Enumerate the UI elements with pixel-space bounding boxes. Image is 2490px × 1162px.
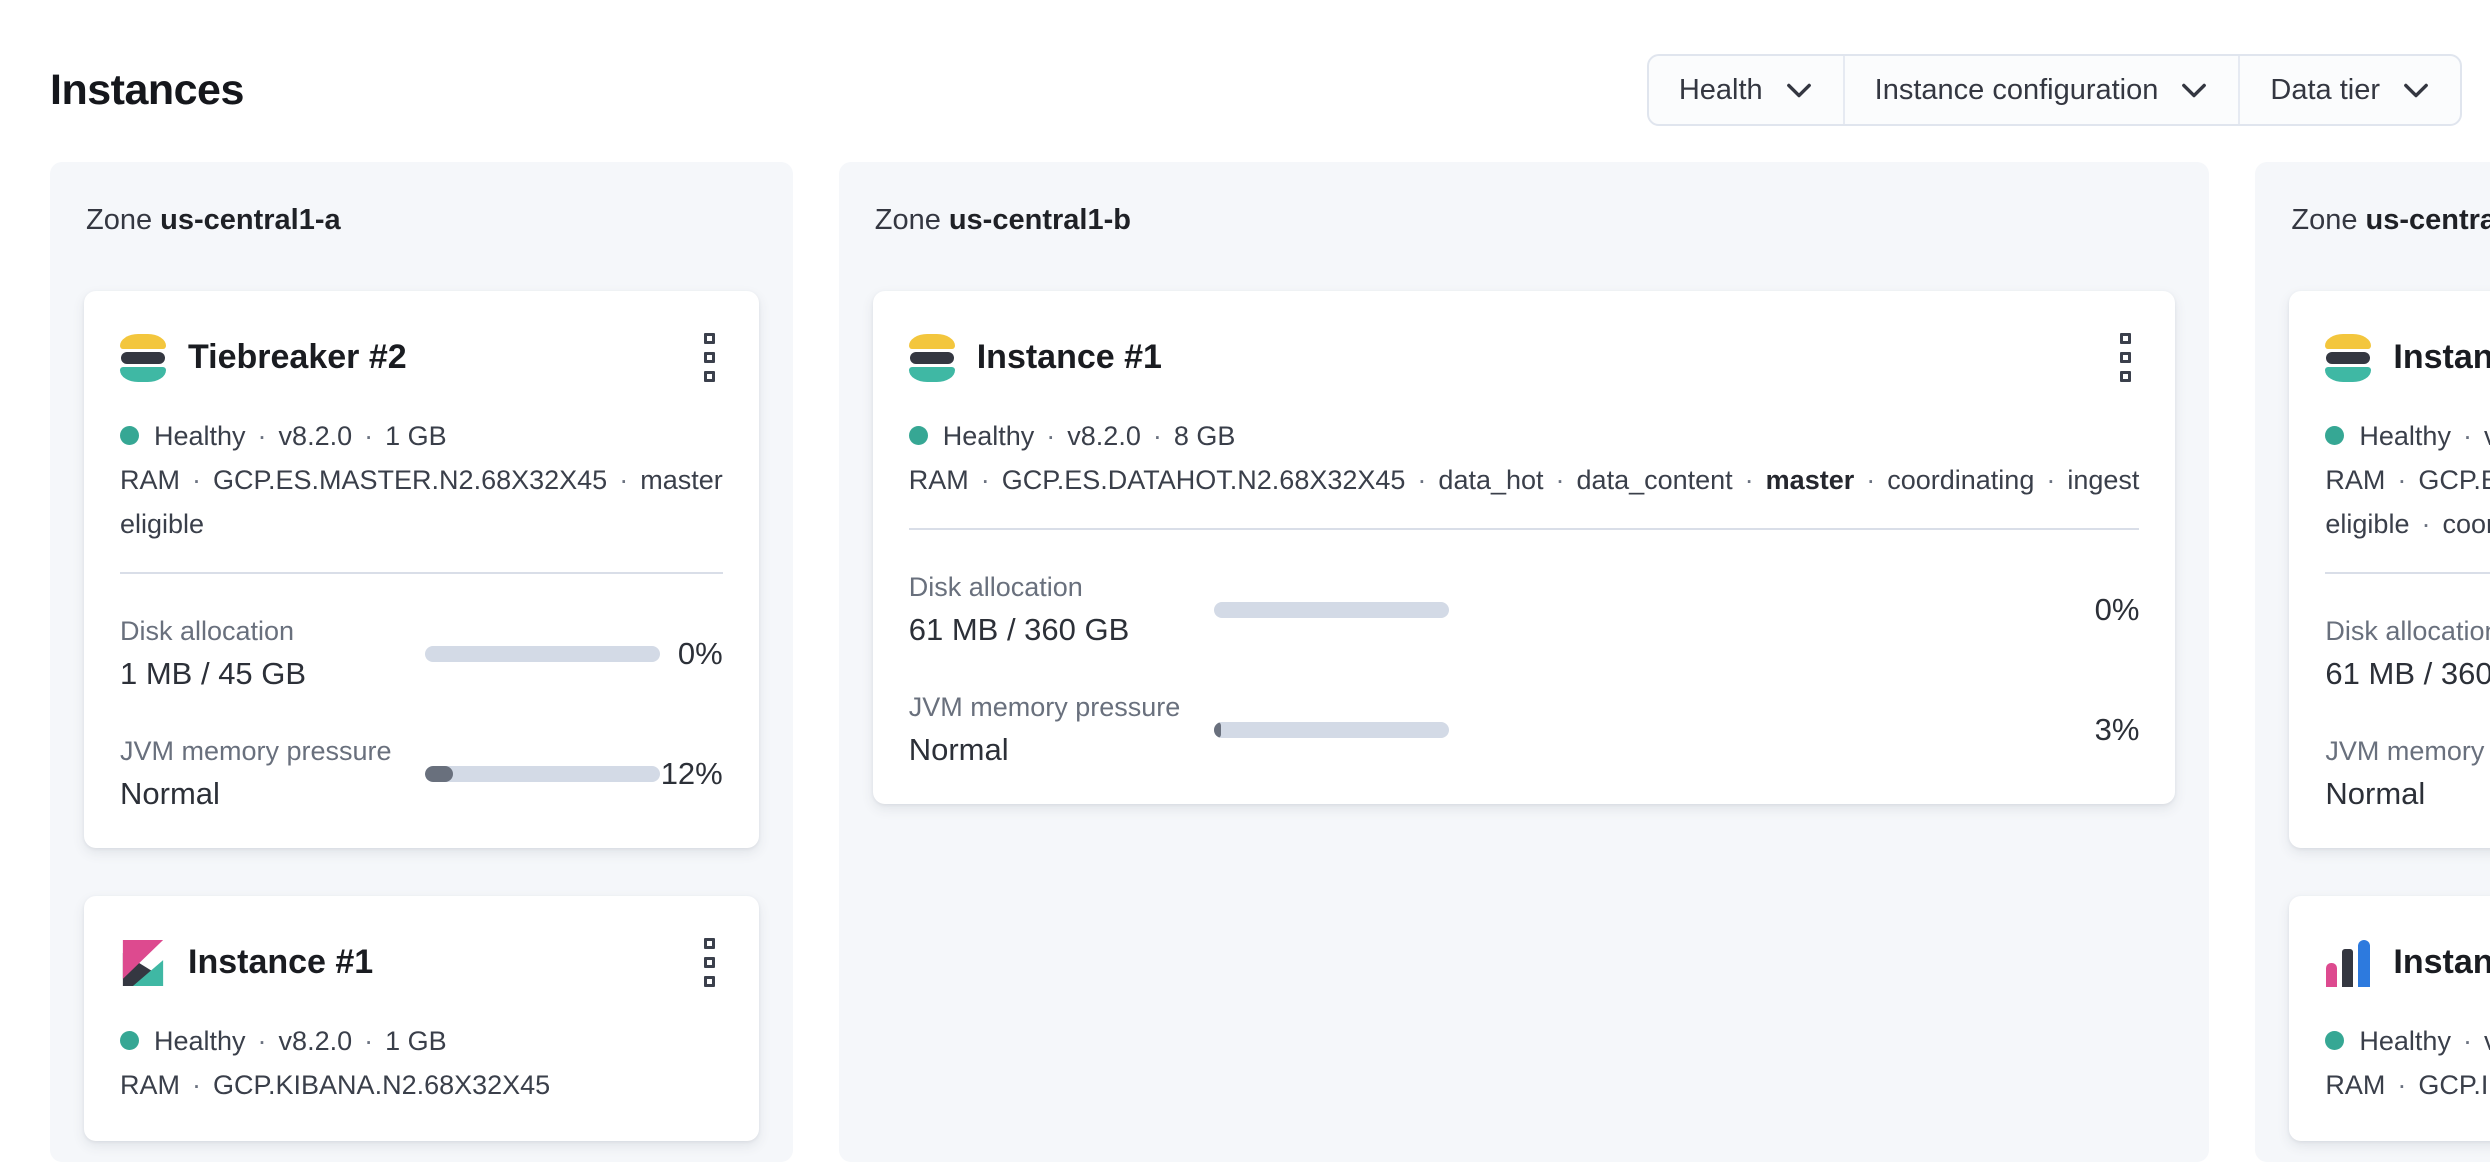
instance-meta: Healthy · v8.2.0 · 1 GB RAM · GCP.ES.MASTER.N2… (120, 414, 723, 546)
zone-name: us-central1-a (160, 204, 341, 236)
page-header: Instances Health Instance configuration … (0, 0, 2490, 126)
filter-health-label: Health (1678, 73, 1763, 106)
filter-instance-configuration[interactable]: Instance configuration (1842, 56, 2239, 124)
stat-percent: 12% (660, 756, 723, 791)
card-divider (2325, 572, 2490, 574)
instance-card-integrations-0: Instance #0 Healthy·v8.2.0·1 GB RAM·GCP.… (2289, 896, 2490, 1141)
progress-bar (1213, 722, 1449, 738)
jvm-memory-pressure-stat: JVM memory pressure Normal 12% (120, 734, 723, 814)
instance-card-es-0: Instance #0 Healthy·v8.2.0·8 GB RAM·GCP.… (2289, 291, 2490, 848)
health-dot-icon (120, 1031, 139, 1050)
stat-percent: 3% (2094, 712, 2140, 747)
disk-allocation-stat: Disk allocation 61 MB / 360 GB 0% (2325, 614, 2490, 694)
card-header: Instance #0 (2325, 930, 2490, 995)
instance-title: Tiebreaker #2 (188, 338, 407, 376)
instance-meta: Healthy·v8.2.0·8 GB RAM·GCP.ES.DATAHOT.N… (2325, 414, 2490, 546)
instance-meta: Healthy·v8.2.0·8 GB RAM·GCP.ES.DATAHOT.N… (908, 414, 2140, 502)
card-header: Instance #1 (908, 325, 2140, 390)
card-header: Tiebreaker #2 (120, 325, 723, 390)
stat-label: JVM memory pressure (2325, 736, 2490, 766)
filter-data-tier[interactable]: Data tier (2238, 56, 2460, 124)
health-dot-icon (120, 426, 139, 445)
instance-menu-button[interactable] (2112, 325, 2139, 390)
instance-meta: Healthy·v8.2.0·1 GB RAM·GCP.INTEGRATIONS… (2325, 1019, 2490, 1107)
stat-value: 1 MB / 45 GB (120, 656, 307, 691)
stat-value: Normal (908, 732, 1009, 767)
instance-card-kibana-1: Instance #1 Healthy · v8.2.0 · 1 GB RAM · GCP.… (84, 896, 759, 1141)
integrations-server-icon (2325, 939, 2371, 987)
stat-label: Disk allocation (120, 616, 295, 646)
zone-name: us-central1-c (2365, 204, 2490, 236)
filter-data-tier-label: Data tier (2270, 73, 2380, 106)
instance-meta-tokens: Healthy · v8.2.0 · 1 GB RAM · GCP.ES.MASTER.N2… (120, 421, 723, 539)
card-divider (120, 572, 723, 574)
chevron-down-icon (2182, 83, 2207, 97)
health-dot-icon (2325, 1031, 2345, 1050)
instance-title: Instance #0 (2393, 338, 2490, 376)
stat-label: Disk allocation (908, 572, 1083, 602)
elasticsearch-icon (2325, 333, 2372, 382)
filter-health[interactable]: Health (1649, 56, 1843, 124)
stat-percent: 0% (677, 636, 723, 671)
stat-label: JVM memory pressure (120, 736, 392, 766)
instance-meta-tokens: Healthy·v8.2.0·1 GB RAM·GCP.INTEGRATIONS… (2325, 1026, 2490, 1100)
progress-bar (425, 766, 660, 782)
kibana-icon (122, 939, 164, 986)
stat-value: 61 MB / 360 GB (2325, 656, 2490, 691)
zone-label-prefix: Zone (874, 204, 941, 236)
zone-panel-us-central1-b: Zone us-central1-b Instance #1 Healthy · v8… (838, 162, 2210, 1162)
disk-allocation-stat: Disk allocation 1 MB / 45 GB 0% (120, 614, 723, 694)
stat-label: JVM memory pressure (908, 692, 1181, 722)
filter-instance-configuration-label: Instance configuration (1874, 73, 2159, 106)
progress-bar (425, 646, 660, 662)
jvm-memory-pressure-stat: JVM memory pressure Normal 2% (2325, 734, 2490, 814)
instance-meta-tokens: Healthy·v8.2.0·8 GB RAM·GCP.ES.DATAHOT.N… (2325, 421, 2490, 539)
chevron-down-icon (2404, 83, 2428, 97)
instance-meta-tokens: Healthy · v8.2.0 · 1 GB RAM · GCP.KIBANA.N2.68… (120, 1026, 551, 1100)
zone-label: Zone us-central1-b (875, 204, 2174, 237)
instance-menu-button[interactable] (696, 325, 723, 390)
stat-percent: 0% (2094, 592, 2140, 627)
instance-title: Instance #1 (188, 943, 374, 981)
zone-label-prefix: Zone (2291, 204, 2358, 236)
chevron-down-icon (1786, 83, 1811, 97)
instance-meta: Healthy · v8.2.0 · 1 GB RAM · GCP.KIBANA.N2.68… (120, 1019, 723, 1107)
page-title: Instances (50, 65, 244, 114)
zone-label: Zone us-central1-a (86, 204, 757, 237)
stat-value: Normal (120, 776, 220, 811)
instance-meta-tokens: Healthy·v8.2.0·8 GB RAM·GCP.ES.DATAHOT.N… (908, 421, 2140, 495)
stat-label: Disk allocation (2325, 616, 2490, 646)
elasticsearch-icon (908, 333, 955, 382)
jvm-memory-pressure-stat: JVM memory pressure Normal 3% (909, 690, 2140, 770)
instance-title: Instance #1 (976, 338, 1162, 376)
zone-name: us-central1-b (948, 204, 1131, 236)
instance-menu-button[interactable] (696, 930, 723, 995)
health-dot-icon (2325, 426, 2345, 445)
elasticsearch-icon (120, 333, 166, 382)
progress-bar (1213, 602, 1449, 618)
health-dot-icon (908, 426, 928, 445)
disk-allocation-stat: Disk allocation 61 MB / 360 GB 0% (909, 570, 2140, 650)
card-divider (908, 528, 2140, 530)
instance-card-es-1: Instance #1 Healthy · v8.2.0 · 8 GB RAM · GCP.… (872, 291, 2176, 804)
zone-label-prefix: Zone (86, 204, 153, 236)
instance-title: Instance #0 (2393, 943, 2490, 981)
card-header: Instance #1 (120, 930, 723, 995)
zone-panel-us-central1-a: Zone us-central1-a Tiebreaker #2 Healthy ·… (50, 162, 793, 1162)
stat-value: 61 MB / 360 GB (908, 612, 1130, 647)
instance-card-tiebreaker-2: Tiebreaker #2 Healthy · v8.2.0 · 1 GB RAM · GC… (84, 291, 759, 848)
filter-bar: Health Instance configuration Data tier (1646, 54, 2462, 126)
stat-value: Normal (2325, 776, 2426, 811)
card-header: Instance #0 (2325, 325, 2490, 390)
zones-container: Zone us-central1-a Tiebreaker #2 Healthy ·… (0, 162, 2490, 1162)
